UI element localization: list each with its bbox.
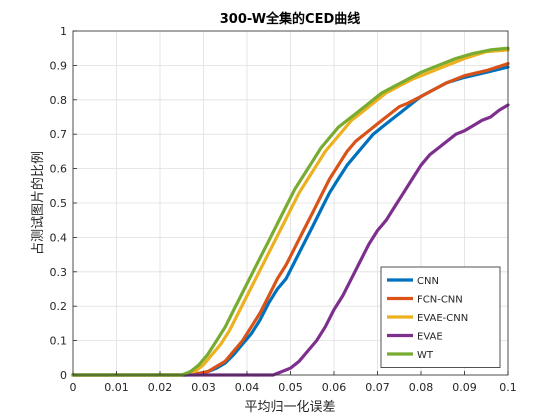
x-tick-label: 0.04 — [235, 381, 260, 394]
x-axis-title: 平均归一化误差 — [244, 400, 335, 415]
legend-label-evae-cnn: EVAE-CNN — [417, 313, 468, 324]
y-tick-label: 0.7 — [50, 128, 68, 141]
y-tick-label: 0.4 — [50, 231, 68, 244]
series-line-wt — [71, 46, 510, 377]
y-axis-title: 占测试图片的比例 — [30, 151, 46, 255]
y-tick-label: 0.6 — [50, 163, 68, 176]
x-tick-label: 0.02 — [148, 381, 173, 394]
y-tick-label: 0.1 — [50, 335, 68, 348]
y-tick-label: 0.3 — [50, 266, 68, 279]
legend-label-cnn: CNN — [417, 276, 439, 287]
legend-label-wt: WT — [417, 350, 434, 361]
y-tick-label: 0.9 — [50, 59, 68, 72]
y-tick-label: 1 — [60, 25, 67, 38]
y-tick-label: 0.8 — [50, 94, 68, 107]
x-tick-label: 0 — [70, 381, 77, 394]
legend: CNN FCN-CNN EVAE-CNN EVAE WT — [380, 266, 501, 368]
x-tick-label: 0.03 — [191, 381, 216, 394]
x-tick-label: 0.07 — [365, 381, 390, 394]
x-tick-label: 0.08 — [409, 381, 434, 394]
ticks: 0 0.01 0.02 0.03 0.04 0.05 0.06 0.07 0.08 0.09 0.1… — [50, 25, 517, 394]
series-line-evae-cnn — [71, 48, 510, 377]
series-line-evae — [71, 103, 510, 377]
legend-label-evae: EVAE — [417, 332, 443, 343]
x-tick-label: 0.05 — [278, 381, 303, 394]
x-tick-label: 0.09 — [452, 381, 477, 394]
x-tick-label: 0.01 — [104, 381, 129, 394]
legend-label-fcn-cnn: FCN-CNN — [417, 295, 463, 306]
x-tick-label: 0.1 — [499, 381, 517, 394]
y-tick-label: 0.5 — [50, 197, 68, 210]
series-layer — [71, 46, 510, 377]
y-tick-label: 0 — [60, 369, 67, 382]
chart-title: 300-W全集的CED曲线 — [220, 11, 361, 27]
x-tick-label: 0.06 — [322, 381, 347, 394]
series-line-fcn-cnn — [71, 62, 510, 377]
y-tick-label: 0.2 — [50, 300, 68, 313]
